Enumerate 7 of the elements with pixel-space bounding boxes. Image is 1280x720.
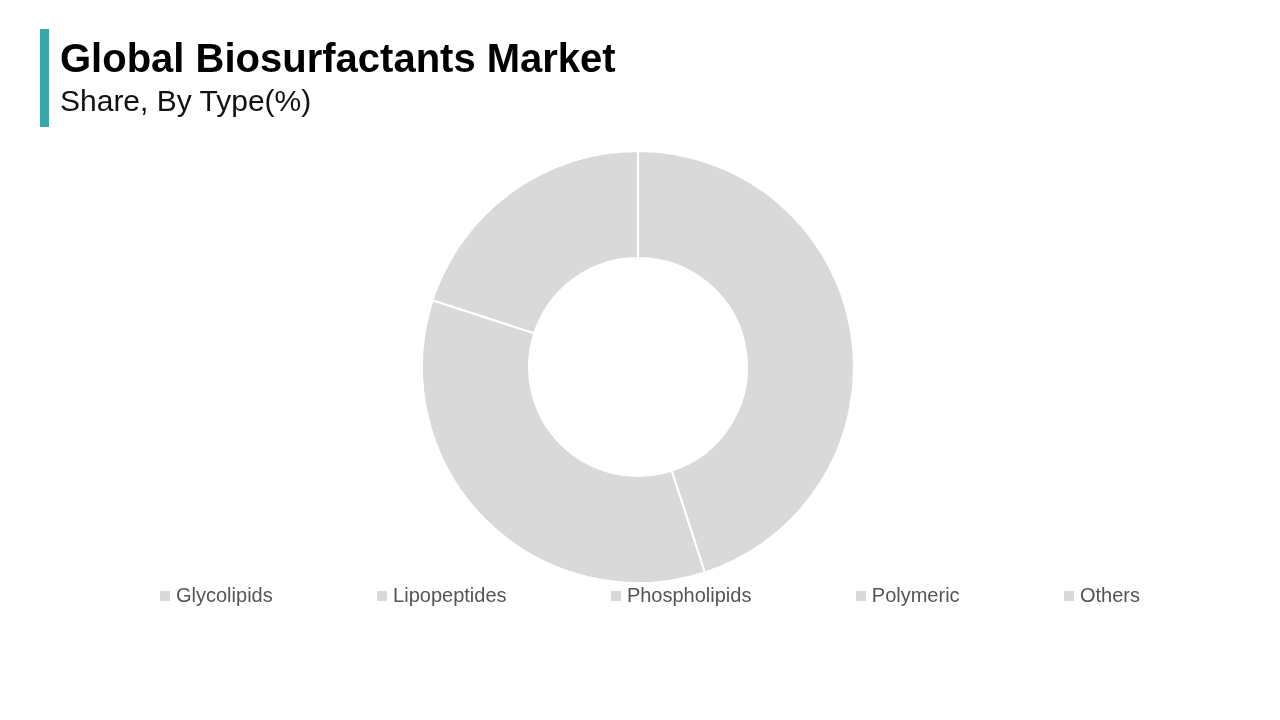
- chart-subtitle: Share, By Type(%): [60, 84, 312, 118]
- legend-label: Glycolipids: [176, 584, 273, 607]
- legend-label: Lipopeptides: [393, 584, 507, 607]
- legend-label: Phospholipids: [626, 584, 752, 607]
- legend-label: Others: [1079, 584, 1140, 607]
- legend-label: Polymeric: [871, 584, 960, 607]
- chart-title: Global Biosurfactants Market: [60, 36, 616, 81]
